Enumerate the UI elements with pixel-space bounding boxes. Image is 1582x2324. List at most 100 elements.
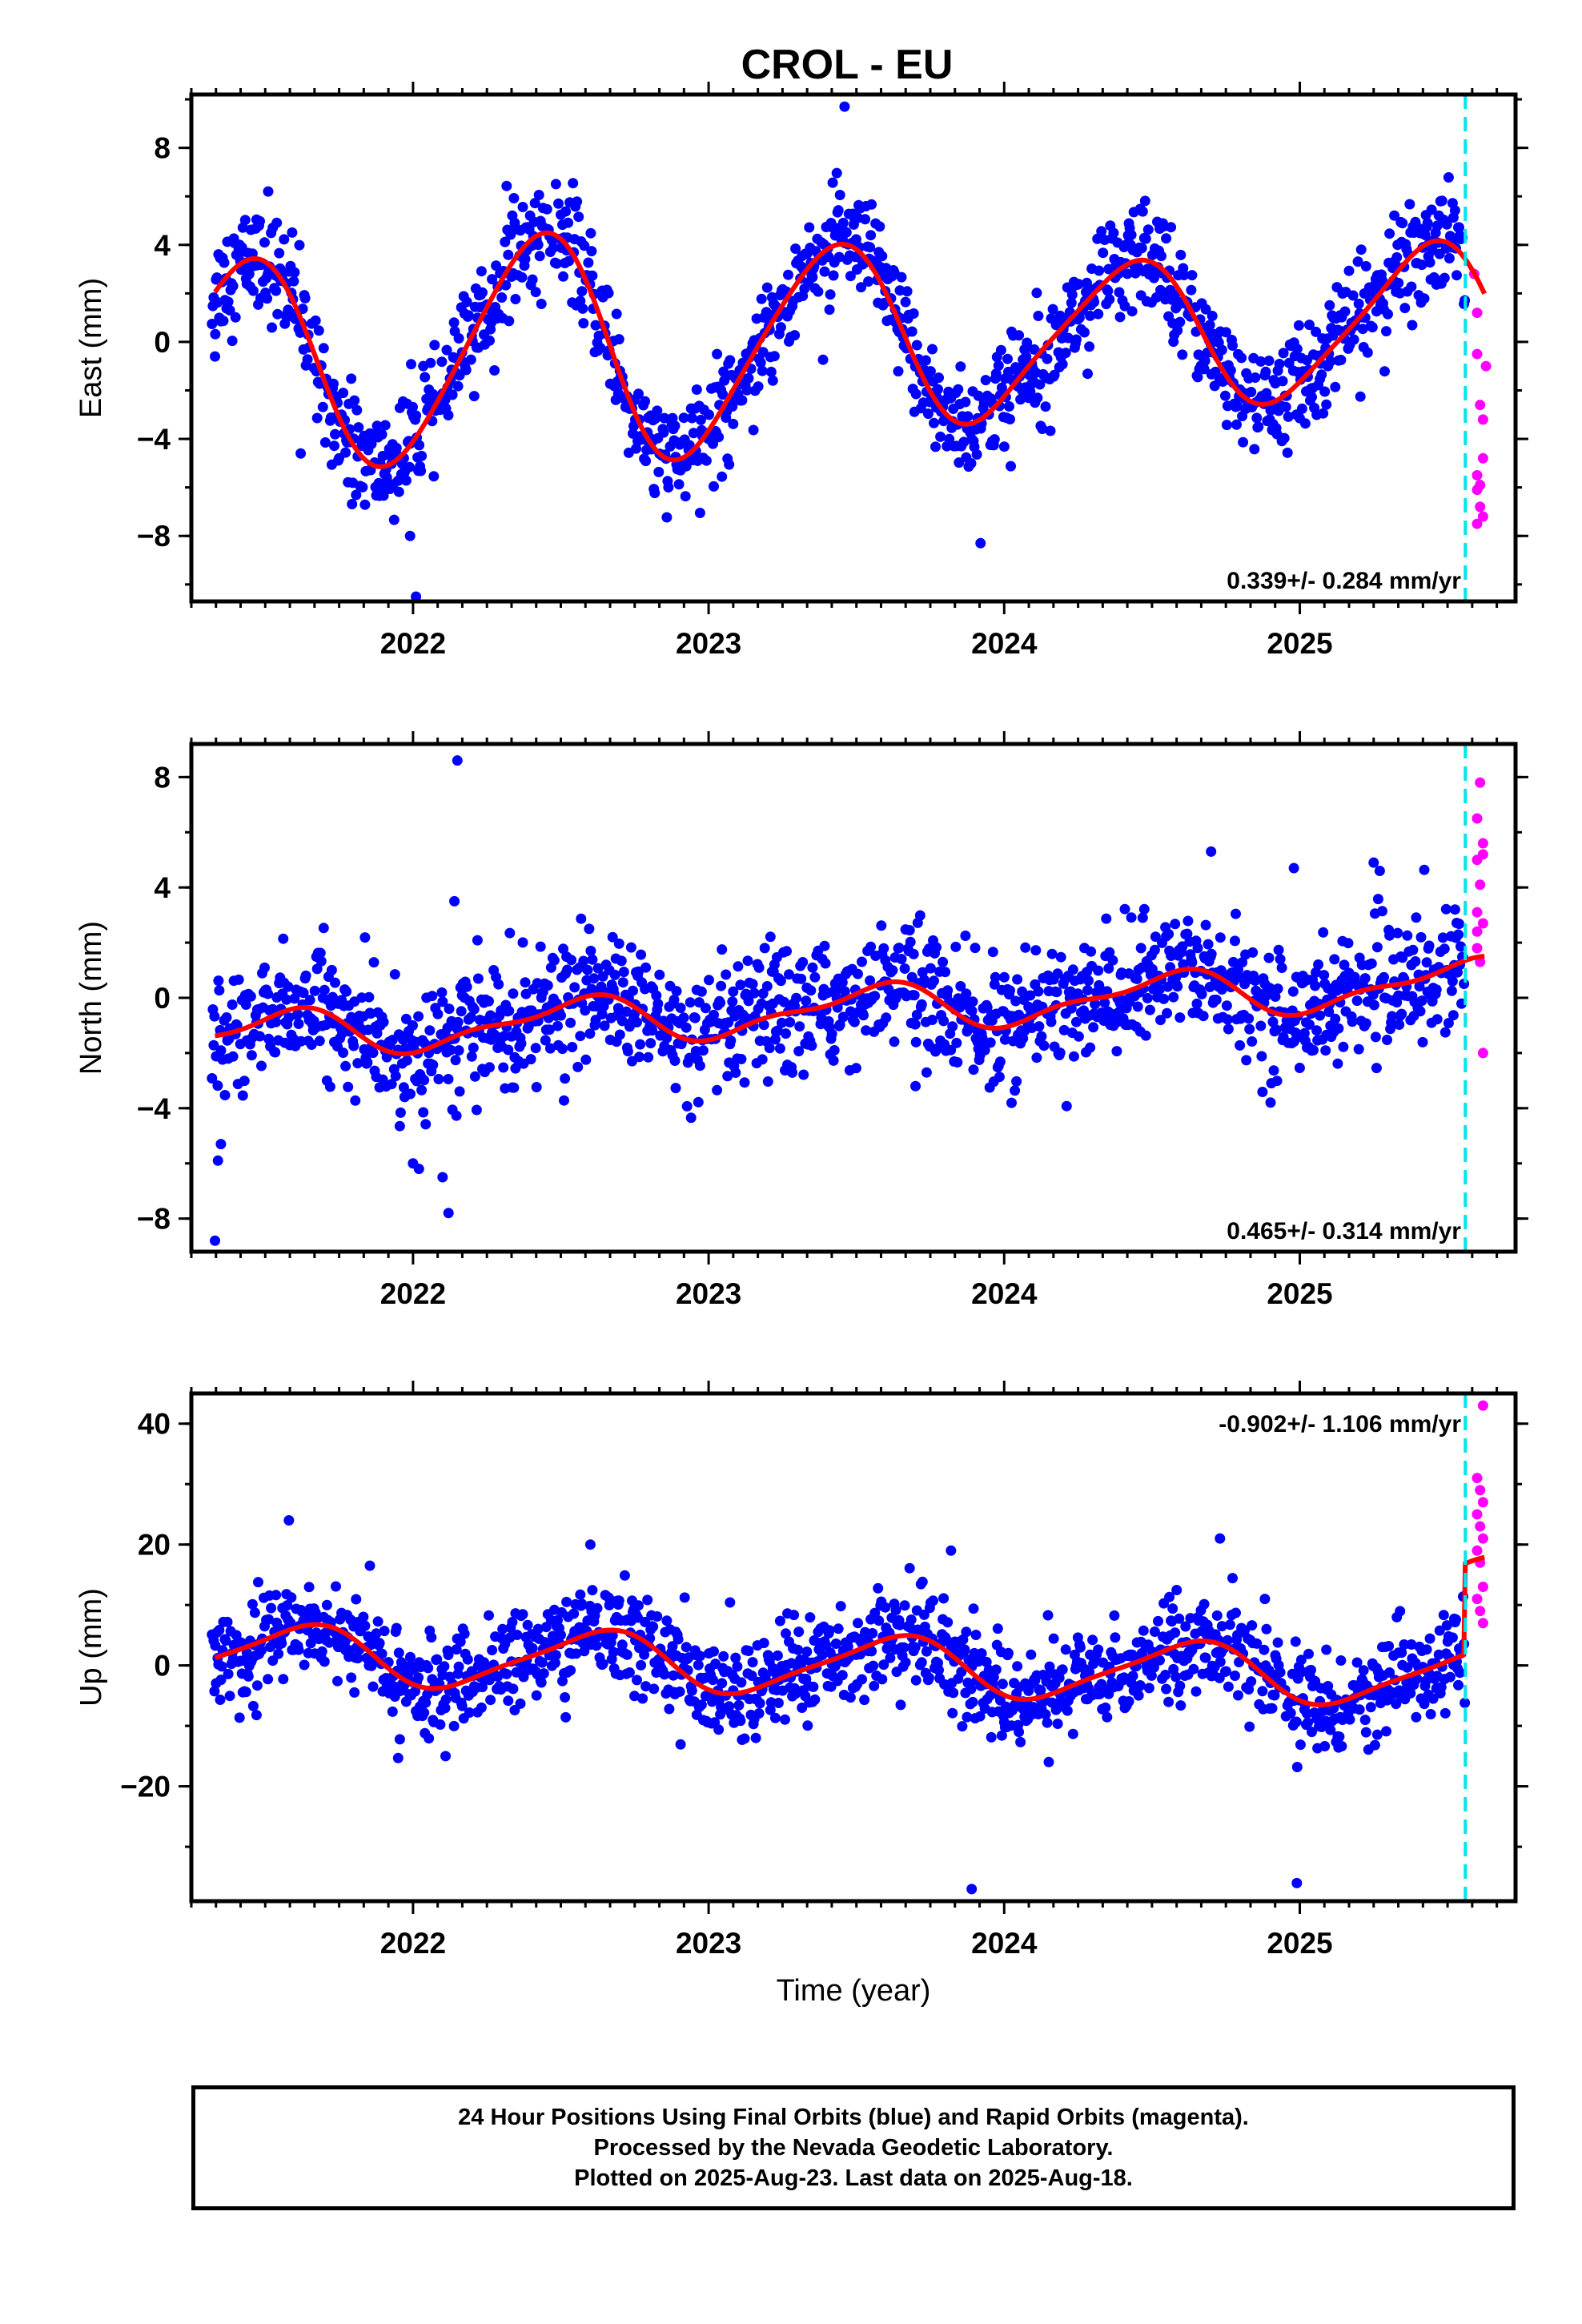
final-point xyxy=(1220,1666,1231,1677)
final-point xyxy=(341,986,352,997)
final-point xyxy=(772,1025,783,1036)
final-point xyxy=(1058,1024,1070,1035)
final-point xyxy=(358,1611,369,1622)
final-point xyxy=(247,1700,259,1711)
final-point xyxy=(1247,947,1259,958)
final-point xyxy=(807,271,818,283)
final-point xyxy=(1453,1679,1464,1691)
final-point xyxy=(1371,942,1383,953)
final-point xyxy=(934,372,944,384)
final-point xyxy=(1054,1047,1066,1059)
final-point xyxy=(632,1017,642,1027)
final-point xyxy=(1310,980,1321,991)
rapid-point xyxy=(1477,511,1488,522)
final-point xyxy=(809,971,821,983)
final-point xyxy=(1085,1042,1096,1053)
final-point xyxy=(1155,1015,1166,1026)
rapid-point xyxy=(1472,907,1483,918)
final-point xyxy=(777,1017,787,1028)
final-point xyxy=(764,1043,775,1054)
final-point xyxy=(472,973,484,984)
final-point xyxy=(962,411,974,422)
final-orbit-points xyxy=(207,101,1471,601)
final-point xyxy=(588,973,600,984)
final-point xyxy=(533,190,544,200)
final-point xyxy=(1098,247,1109,259)
final-point xyxy=(1323,1681,1334,1691)
final-point xyxy=(609,969,620,980)
final-point xyxy=(671,986,682,997)
final-point xyxy=(1055,951,1066,963)
final-point xyxy=(1290,1636,1301,1647)
y-tick-label: −20 xyxy=(120,1771,171,1803)
final-point xyxy=(557,1043,568,1055)
final-point xyxy=(670,1083,681,1094)
final-point xyxy=(560,1692,571,1703)
final-point xyxy=(869,991,881,1002)
final-point xyxy=(801,1647,813,1657)
final-point xyxy=(595,343,606,354)
final-point xyxy=(725,1035,737,1046)
final-point xyxy=(890,1605,901,1616)
final-point xyxy=(994,1072,1005,1083)
final-point xyxy=(1246,387,1257,397)
final-point xyxy=(942,1617,954,1628)
final-point xyxy=(659,1669,670,1680)
final-point xyxy=(1276,963,1287,973)
final-point xyxy=(1384,228,1395,239)
final-point xyxy=(1221,420,1232,431)
final-point xyxy=(878,1659,889,1671)
final-point xyxy=(1174,1613,1185,1624)
final-point xyxy=(1307,1727,1317,1738)
final-point xyxy=(1271,1076,1283,1087)
final-point xyxy=(801,995,812,1007)
final-point xyxy=(661,512,673,523)
final-point xyxy=(773,1698,784,1708)
final-point xyxy=(951,1037,962,1048)
final-point xyxy=(1223,1681,1234,1692)
final-point xyxy=(1339,306,1351,317)
final-point xyxy=(970,943,981,954)
final-point xyxy=(876,920,887,931)
final-point xyxy=(1447,1010,1459,1021)
final-point xyxy=(1283,411,1294,422)
final-point xyxy=(1439,272,1450,283)
final-point xyxy=(648,1621,659,1632)
final-point xyxy=(453,1661,464,1672)
final-point xyxy=(578,318,589,329)
final-point xyxy=(276,1638,287,1649)
rapid-point xyxy=(1477,452,1488,464)
final-point xyxy=(390,1071,401,1082)
final-point xyxy=(1134,1680,1146,1691)
final-point xyxy=(935,431,946,442)
final-point xyxy=(904,1562,915,1574)
final-point xyxy=(1256,1051,1267,1062)
final-point xyxy=(628,985,638,996)
final-point xyxy=(485,1695,496,1706)
y-axis-label: North (mm) xyxy=(74,921,108,1075)
final-point xyxy=(974,1711,986,1722)
final-point xyxy=(1122,268,1133,279)
final-point xyxy=(1086,946,1097,957)
final-point xyxy=(898,1642,909,1653)
final-point xyxy=(946,1545,957,1556)
final-point xyxy=(637,1693,648,1704)
final-point xyxy=(1126,306,1138,317)
rapid-point xyxy=(1477,1618,1488,1629)
final-point xyxy=(271,1016,282,1027)
final-point xyxy=(504,1005,515,1016)
final-point xyxy=(1443,253,1455,263)
final-point xyxy=(928,1595,938,1606)
final-point xyxy=(1060,1644,1071,1655)
final-point xyxy=(775,322,786,333)
final-point xyxy=(942,985,954,996)
final-point xyxy=(1101,913,1112,924)
final-point xyxy=(371,1027,383,1039)
final-point xyxy=(700,1003,711,1014)
final-point xyxy=(611,308,622,320)
final-point xyxy=(487,274,498,285)
final-point xyxy=(465,1011,476,1023)
final-point xyxy=(1424,1633,1435,1644)
final-point xyxy=(873,1615,885,1626)
final-point xyxy=(416,1084,428,1096)
